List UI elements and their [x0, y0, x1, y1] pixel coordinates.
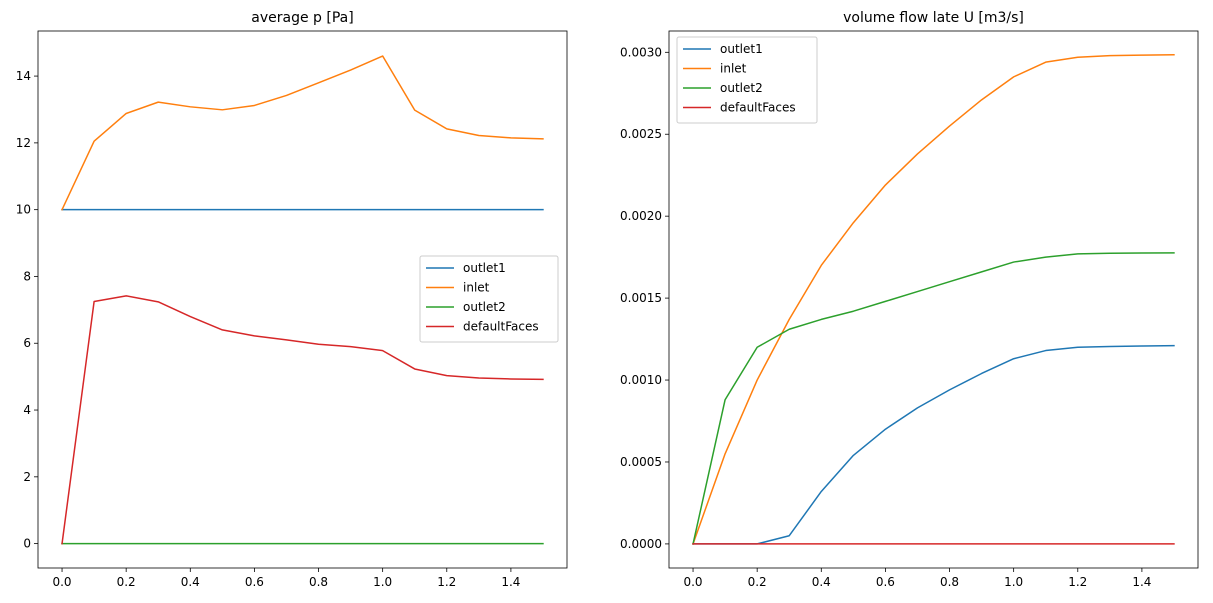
legend-label-defaultFaces: defaultFaces	[463, 320, 539, 334]
y-tick-label: 0.0000	[620, 537, 662, 551]
y-tick-label: 12	[16, 136, 31, 150]
x-tick-label: 0.0	[683, 575, 702, 589]
y-tick-label: 0.0025	[620, 127, 662, 141]
chart-average-p: 0.0 0.2 0.4 0.6 0.8 1.0 1.2 1.4 0 2 4 6 8 10 12 14 avera…	[16, 10, 568, 589]
x-tick-label: 0.8	[309, 575, 328, 589]
axes-frame	[668, 30, 1199, 569]
legend: outlet1 inlet outlet2 defaultFaces	[419, 255, 559, 343]
x-tick-label: 0.2	[117, 575, 136, 589]
chart-volume-flow: 0.0 0.2 0.4 0.6 0.8 1.0 1.2 1.4 0.0000 0.0005 0.00…	[620, 10, 1199, 589]
legend: outlet1 inlet outlet2 defaultFaces	[676, 36, 818, 124]
chart-title: average p [Pa]	[251, 10, 353, 26]
series-line-defaultFaces	[61, 295, 544, 545]
y-tick-label: 0.0030	[620, 45, 662, 59]
series-line-inlet	[692, 54, 1175, 545]
x-tick-label: 1.2	[1068, 575, 1087, 589]
x-tick-label: 0.4	[812, 575, 831, 589]
x-tick-label: 0.6	[876, 575, 895, 589]
x-tick-label: 1.4	[1132, 575, 1151, 589]
y-tick-label: 0	[23, 537, 31, 551]
legend-label-outlet2: outlet2	[720, 81, 763, 95]
series-line-outlet1	[692, 344, 1175, 545]
y-tick-label: 0.0010	[620, 373, 662, 387]
legend-label-inlet: inlet	[463, 281, 490, 295]
y-tick-label: 14	[16, 69, 31, 83]
y-tick-label: 2	[23, 470, 31, 484]
legend-label-outlet1: outlet1	[720, 42, 763, 56]
x-tick-label: 0.2	[748, 575, 767, 589]
legend-label-outlet1: outlet1	[463, 261, 506, 275]
x-tick-label: 1.0	[1004, 575, 1023, 589]
y-tick-label: 0.0020	[620, 209, 662, 223]
legend-label-outlet2: outlet2	[463, 300, 506, 314]
x-tick-label: 0.0	[52, 575, 71, 589]
series-line-inlet	[61, 55, 544, 211]
x-tick-label: 1.4	[501, 575, 520, 589]
legend-label-defaultFaces: defaultFaces	[720, 101, 796, 115]
x-tick-label: 1.0	[373, 575, 392, 589]
y-tick-label: 8	[23, 269, 31, 283]
y-tick-label: 10	[16, 203, 31, 217]
x-tick-label: 1.2	[437, 575, 456, 589]
x-tick-label: 0.6	[245, 575, 264, 589]
legend-label-inlet: inlet	[720, 62, 747, 76]
chart-title: volume flow late U [m3/s]	[843, 10, 1024, 26]
axes-frame	[37, 30, 568, 569]
x-tick-label: 0.4	[181, 575, 200, 589]
y-tick-label: 0.0015	[620, 291, 662, 305]
legend-box	[419, 255, 559, 343]
y-tick-label: 0.0005	[620, 455, 662, 469]
legend-box	[676, 36, 818, 124]
series-line-outlet2	[692, 252, 1175, 545]
y-tick-label: 6	[23, 336, 31, 350]
x-tick-label: 0.8	[940, 575, 959, 589]
y-tick-label: 4	[23, 403, 31, 417]
